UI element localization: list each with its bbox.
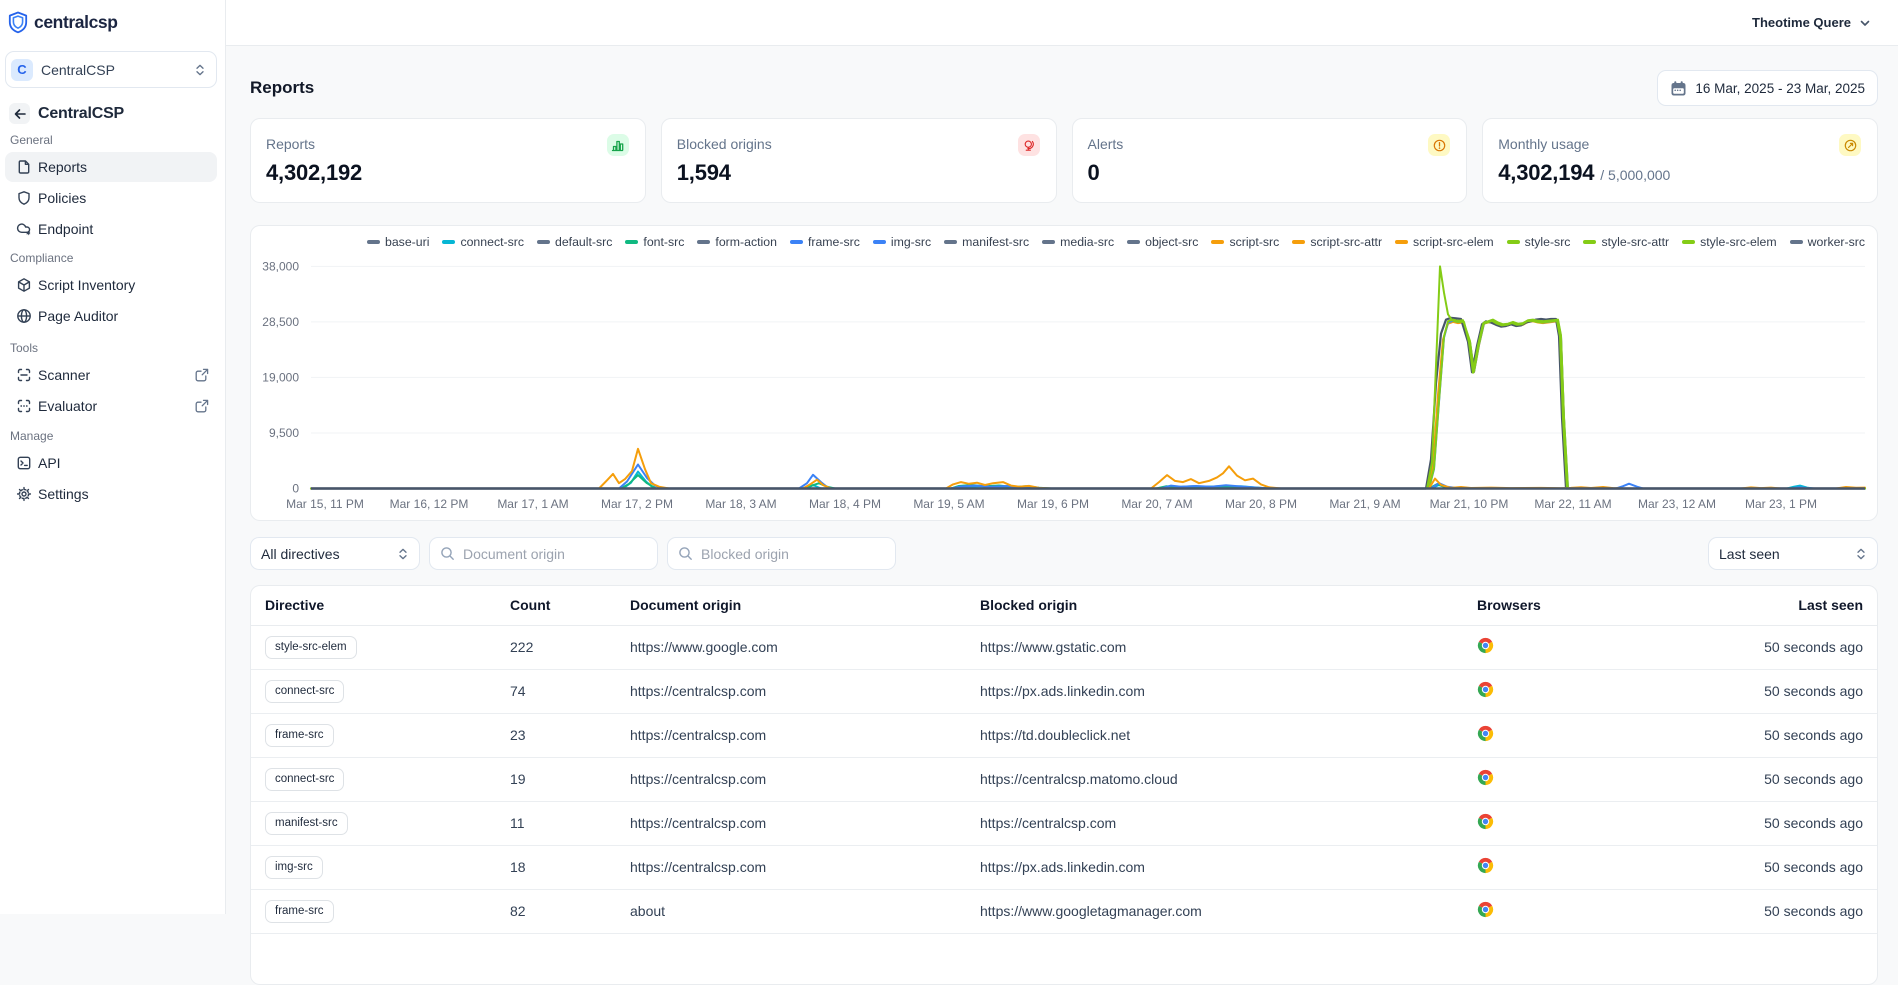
svg-text:Mar 18, 3 AM: Mar 18, 3 AM <box>705 497 776 511</box>
svg-text:Mar 17, 1 AM: Mar 17, 1 AM <box>497 497 568 511</box>
svg-text:Mar 23, 1 PM: Mar 23, 1 PM <box>1745 497 1817 511</box>
svg-text:Mar 20, 7 AM: Mar 20, 7 AM <box>1121 497 1192 511</box>
svg-text:Mar 19, 6 PM: Mar 19, 6 PM <box>1017 497 1089 511</box>
svg-text:9,500: 9,500 <box>269 426 299 440</box>
svg-text:0: 0 <box>292 482 299 496</box>
svg-text:Mar 21, 10 PM: Mar 21, 10 PM <box>1430 497 1509 511</box>
svg-text:Mar 19, 5 AM: Mar 19, 5 AM <box>913 497 984 511</box>
svg-text:38,000: 38,000 <box>262 259 299 273</box>
svg-text:Mar 18, 4 PM: Mar 18, 4 PM <box>809 497 881 511</box>
svg-text:Mar 21, 9 AM: Mar 21, 9 AM <box>1329 497 1400 511</box>
svg-text:Mar 20, 8 PM: Mar 20, 8 PM <box>1225 497 1297 511</box>
svg-text:19,000: 19,000 <box>262 370 299 384</box>
svg-text:Mar 17, 2 PM: Mar 17, 2 PM <box>601 497 673 511</box>
svg-text:Mar 23, 12 AM: Mar 23, 12 AM <box>1638 497 1716 511</box>
svg-text:Mar 16, 12 PM: Mar 16, 12 PM <box>390 497 469 511</box>
svg-text:28,500: 28,500 <box>262 315 299 329</box>
svg-text:Mar 22, 11 AM: Mar 22, 11 AM <box>1534 497 1611 511</box>
svg-text:Mar 15, 11 PM: Mar 15, 11 PM <box>286 497 364 511</box>
